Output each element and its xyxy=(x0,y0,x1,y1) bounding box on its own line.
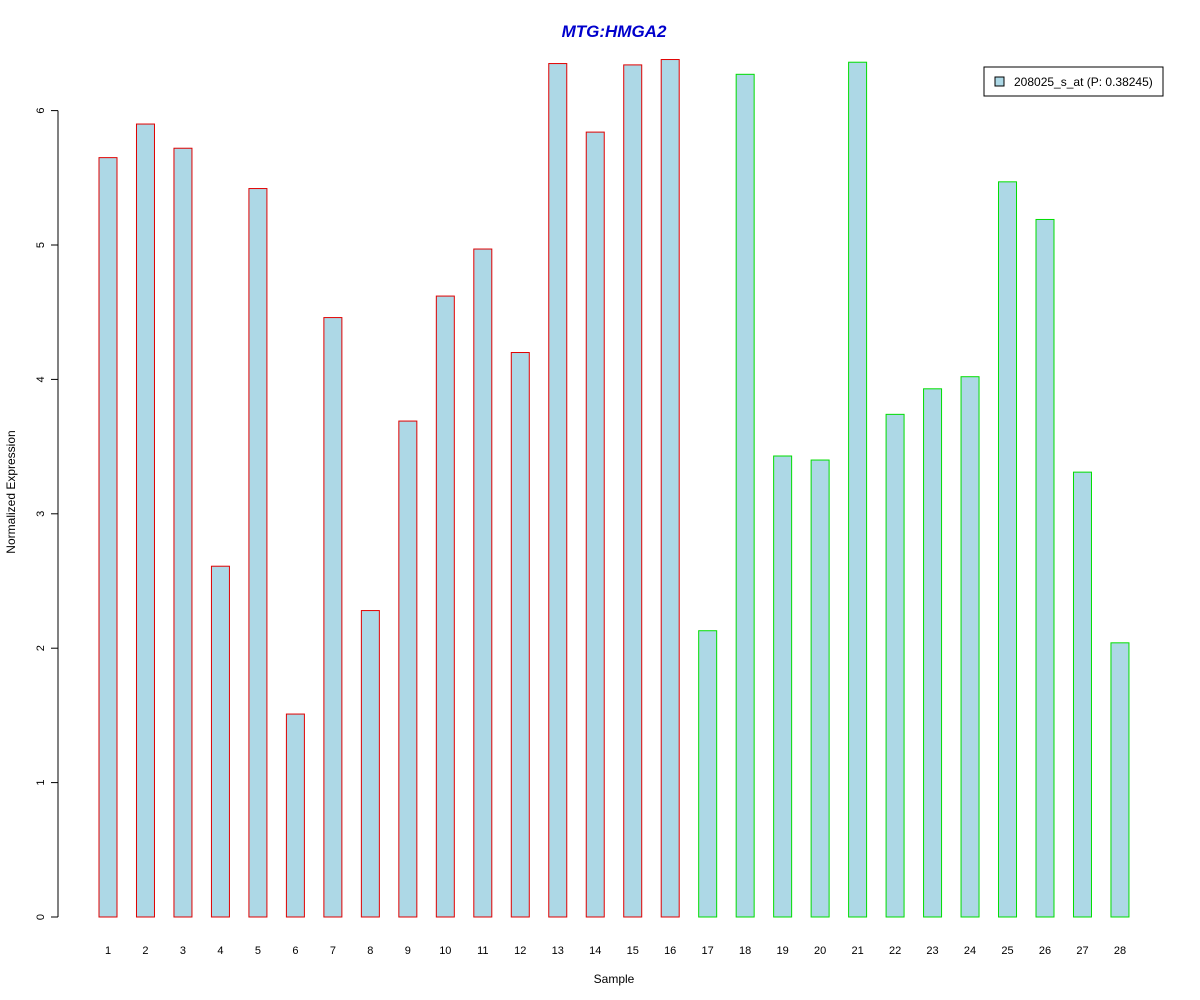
x-tick-label: 16 xyxy=(664,945,676,957)
x-tick-label: 25 xyxy=(1001,945,1013,957)
y-tick-label: 0 xyxy=(35,914,47,920)
x-tick-label: 28 xyxy=(1114,945,1126,957)
bar-sample-1 xyxy=(98,157,118,918)
x-tick-labels: 1 2 3 4 5 6 7 8 9 10 11 12 13 14 15 16 17 18 19 20 21 22 23 24 2… xyxy=(105,945,1126,957)
bar-sample-23 xyxy=(923,388,943,918)
bar-sample-25 xyxy=(998,181,1018,918)
y-tick-label: 4 xyxy=(35,376,47,382)
bar-sample-12 xyxy=(510,352,530,918)
bars-group xyxy=(98,59,1130,918)
x-tick-label: 12 xyxy=(514,945,526,957)
x-tick-label: 10 xyxy=(439,945,451,957)
bar-sample-11 xyxy=(473,248,493,918)
x-tick-label: 17 xyxy=(702,945,714,957)
y-tick-label: 2 xyxy=(35,645,47,651)
bar-sample-17 xyxy=(698,630,718,918)
y-tick-label: 5 xyxy=(35,242,47,248)
x-tick-label: 7 xyxy=(330,945,336,957)
x-tick-label: 23 xyxy=(926,945,938,957)
x-tick-label: 19 xyxy=(777,945,789,957)
x-tick-label: 5 xyxy=(255,945,261,957)
x-tick-label: 2 xyxy=(142,945,148,957)
x-tick-label: 18 xyxy=(739,945,751,957)
bar-sample-24 xyxy=(960,376,980,918)
x-tick-label: 3 xyxy=(180,945,186,957)
legend-swatch xyxy=(994,76,1005,87)
legend-box xyxy=(983,66,1164,97)
bar-sample-18 xyxy=(735,73,755,918)
bar-sample-8 xyxy=(360,610,380,918)
bar-sample-27 xyxy=(1072,471,1092,918)
bar-sample-6 xyxy=(285,713,305,918)
bar-sample-9 xyxy=(398,420,418,918)
bar-sample-13 xyxy=(548,63,568,918)
x-tick-label: 9 xyxy=(405,945,411,957)
chart-title: MTG:HMGA2 xyxy=(562,22,667,41)
y-axis: 0 1 2 3 4 5 6 xyxy=(35,108,59,920)
x-tick-label: 1 xyxy=(105,945,111,957)
x-tick-label: 20 xyxy=(814,945,826,957)
bar-sample-4 xyxy=(210,565,230,918)
bar-sample-28 xyxy=(1110,642,1130,918)
y-tick-label: 3 xyxy=(35,511,47,517)
bar-sample-22 xyxy=(885,413,905,918)
bar-sample-5 xyxy=(248,188,268,918)
x-tick-label: 21 xyxy=(851,945,863,957)
x-tick-label: 15 xyxy=(627,945,639,957)
x-tick-label: 14 xyxy=(589,945,601,957)
bar-sample-21 xyxy=(848,61,868,918)
bar-sample-10 xyxy=(435,295,455,918)
x-tick-label: 6 xyxy=(292,945,298,957)
x-tick-label: 13 xyxy=(552,945,564,957)
legend-entry: 208025_s_at (P: 0.38245) xyxy=(1014,75,1153,89)
y-tick-label: 6 xyxy=(35,108,47,114)
bar-sample-16 xyxy=(660,59,680,918)
y-tick-label: 1 xyxy=(35,780,47,786)
x-tick-label: 8 xyxy=(367,945,373,957)
x-tick-label: 26 xyxy=(1039,945,1051,957)
x-tick-label: 27 xyxy=(1076,945,1088,957)
x-tick-label: 4 xyxy=(217,945,223,957)
x-axis-label: Sample xyxy=(594,972,635,986)
bar-sample-2 xyxy=(135,123,155,918)
bar-sample-26 xyxy=(1035,218,1055,918)
bar-sample-3 xyxy=(173,147,193,918)
bar-sample-19 xyxy=(773,455,793,918)
legend: 208025_s_at (P: 0.38245) xyxy=(983,66,1164,97)
bar-sample-7 xyxy=(323,317,343,918)
bar-sample-15 xyxy=(623,64,643,918)
x-tick-label: 22 xyxy=(889,945,901,957)
bar-sample-20 xyxy=(810,459,830,918)
bar-sample-14 xyxy=(585,131,605,918)
x-tick-label: 24 xyxy=(964,945,976,957)
x-tick-label: 11 xyxy=(477,945,488,957)
y-axis-label: Normalized Expression xyxy=(4,430,18,553)
